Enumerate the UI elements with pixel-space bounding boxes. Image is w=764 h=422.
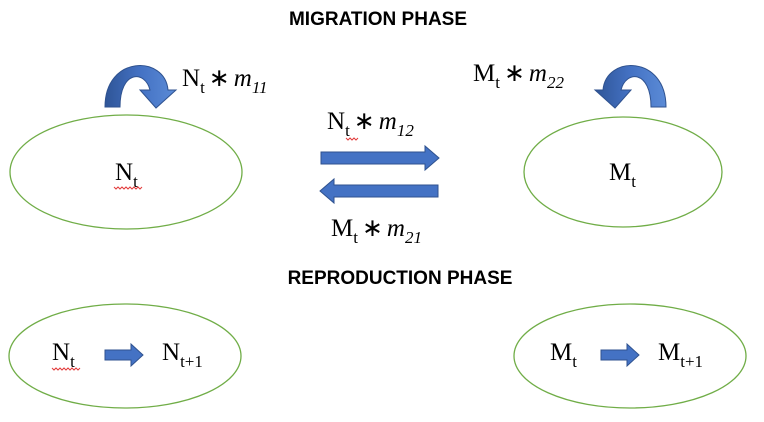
left-reproduction-arrow — [104, 342, 144, 368]
left-self-loop-arrow — [104, 65, 178, 109]
right-self-loop-arrow — [593, 65, 667, 109]
left-to-right-flow-label: Nt ∗ m12 — [327, 108, 414, 140]
right-node-label: Mt — [609, 159, 636, 191]
left-reproduction-ellipse — [8, 303, 242, 409]
left-reproduction-from-label: Nt — [52, 339, 75, 371]
left-self-flow-label: Nt ∗ m11 — [182, 65, 268, 97]
reproduction-phase-heading: REPRODUCTION PHASE — [288, 268, 513, 289]
right-reproduction-ellipse — [513, 303, 747, 409]
spellcheck-underline-flow-label — [345, 137, 359, 141]
right-reproduction-to-label: Mt+1 — [658, 339, 703, 371]
spellcheck-underline-reproduction — [51, 367, 81, 371]
right-population-ellipse — [523, 116, 723, 228]
right-reproduction-from-label: Mt — [550, 339, 577, 371]
right-to-left-flow-label: Mt ∗ m21 — [331, 215, 422, 247]
left-node-label: Nt — [115, 159, 138, 191]
right-arrow-migration — [320, 144, 440, 172]
right-reproduction-arrow — [600, 342, 640, 368]
left-arrow-migration — [319, 177, 439, 205]
right-self-flow-label: Mt ∗ m22 — [473, 60, 564, 92]
left-reproduction-to-label: Nt+1 — [162, 339, 203, 371]
migration-phase-heading: MIGRATION PHASE — [289, 9, 467, 30]
spellcheck-underline-left-node — [113, 186, 143, 190]
left-population-ellipse — [9, 114, 243, 230]
